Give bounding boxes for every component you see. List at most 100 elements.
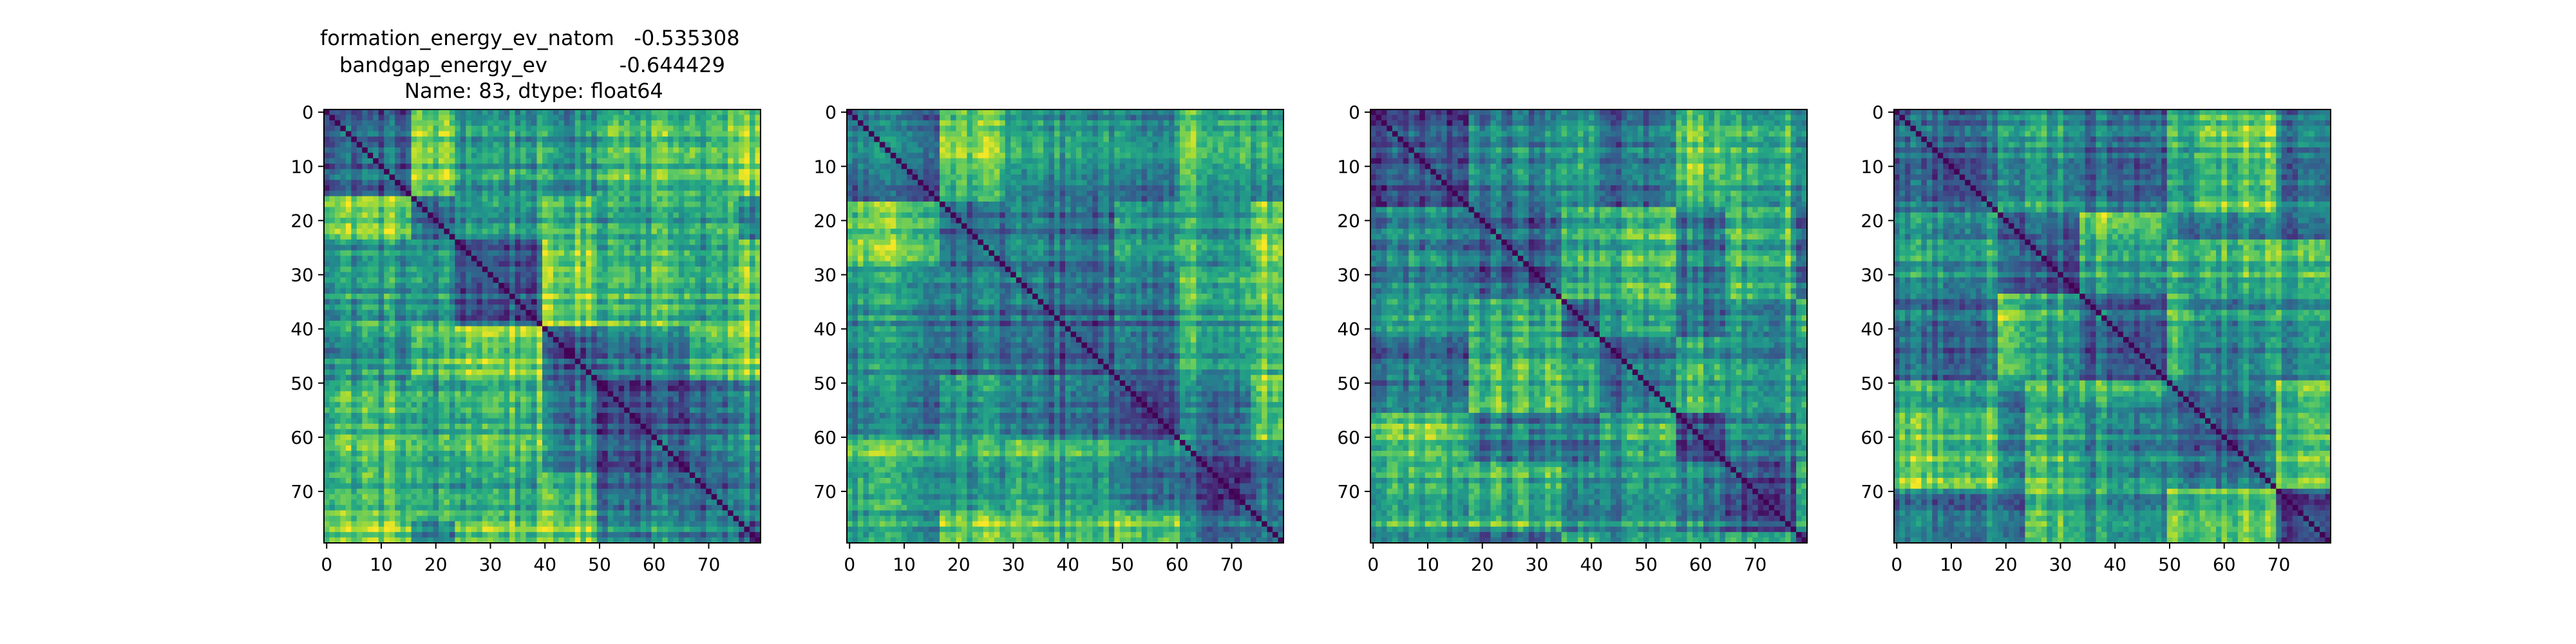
heatmap-cell [542,109,549,116]
heatmap-cell [356,348,363,354]
heatmap-cell [362,321,368,327]
heatmap-cell [646,272,652,278]
heatmap-cell [640,369,647,375]
heatmap-cell [728,358,734,365]
heatmap-cell [422,109,428,116]
heatmap-cell [345,250,352,256]
heatmap-cell [449,353,455,359]
heatmap-cell [406,418,412,424]
heatmap-cell [706,120,712,126]
heatmap-cell [389,348,395,354]
heatmap-cell [509,229,516,235]
heatmap-cell [646,120,652,126]
heatmap-cell [482,180,488,186]
heatmap-cell [646,234,652,240]
heatmap-cell [591,364,598,370]
heatmap-cell [564,304,570,310]
heatmap-cell [520,402,527,408]
heatmap-cell [678,310,685,316]
heatmap-cell [739,223,745,229]
heatmap-cell [558,142,565,148]
heatmap-cell [607,353,614,359]
heatmap-cell [640,386,647,392]
heatmap-cell [362,310,368,316]
heatmap-cell [526,212,532,218]
heatmap-cell [460,380,466,386]
heatmap-cell [717,315,723,321]
heatmap-cell [455,294,461,300]
heatmap-cell [547,191,554,197]
heatmap-cell [651,348,658,354]
heatmap-cell [640,115,647,121]
heatmap-cell [520,239,527,245]
heatmap-cell [678,196,685,202]
heatmap-cell [526,120,532,126]
heatmap-cell [460,429,466,435]
heatmap-cell [711,202,717,208]
heatmap-cell [466,169,472,175]
heatmap-cell [460,164,466,170]
heatmap-cell [678,239,685,245]
heatmap-cell [433,164,439,170]
heatmap-cell [640,153,647,159]
heatmap-cell [526,180,532,186]
heatmap-cell [640,196,647,202]
heatmap-cell [504,207,510,213]
heatmap-cell [624,342,630,348]
heatmap-cell [466,440,472,446]
heatmap-cell [531,391,538,397]
heatmap-cell [629,266,636,272]
heatmap-cell [755,256,761,262]
heatmap-cell [755,191,761,197]
heatmap-cell [536,429,543,435]
heatmap-cell [351,402,357,408]
heatmap-cell [695,331,701,337]
heatmap-cell [739,413,745,419]
heatmap-cell [667,137,674,143]
heatmap-cell [728,369,734,375]
heatmap-cell [591,283,598,289]
heatmap-cell [367,331,374,337]
heatmap-cell [613,266,620,272]
heatmap-cell [558,440,565,446]
heatmap-cell [471,169,477,175]
heatmap-cell [433,358,439,365]
heatmap-cell [520,364,527,370]
heatmap-cell [488,413,494,419]
heatmap-cell [422,169,428,175]
heatmap-cell [433,223,439,229]
heatmap-cell [460,445,466,451]
heatmap-cell [553,283,560,289]
heatmap-cell [689,386,696,392]
heatmap-cell [662,348,668,354]
heatmap-cell [373,239,379,245]
heatmap-cell [460,196,466,202]
heatmap-cell [411,304,417,310]
heatmap-cell [531,310,538,316]
heatmap-cell [706,266,712,272]
heatmap-cell [531,256,538,262]
heatmap-cell [651,299,658,305]
heatmap-cell [482,245,488,251]
heatmap-cell [417,202,423,208]
heatmap-cell [744,250,750,256]
heatmap-cell [574,207,581,213]
heatmap-cell [596,256,603,262]
heatmap-cell [656,158,663,164]
heatmap-cell [624,358,630,365]
heatmap-cell [482,137,488,143]
heatmap-cell [334,310,341,316]
heatmap-cell [417,321,423,327]
heatmap-cell [345,353,352,359]
heatmap-cell [536,174,543,180]
heatmap-cell [667,185,674,191]
heatmap-cell [717,380,723,386]
heatmap-cell [493,202,499,208]
heatmap-cell [750,234,756,240]
heatmap-cell [569,142,576,148]
heatmap-cell [389,169,395,175]
heatmap-cell [706,137,712,143]
heatmap-cell [536,375,543,381]
heatmap-cell [460,288,466,294]
